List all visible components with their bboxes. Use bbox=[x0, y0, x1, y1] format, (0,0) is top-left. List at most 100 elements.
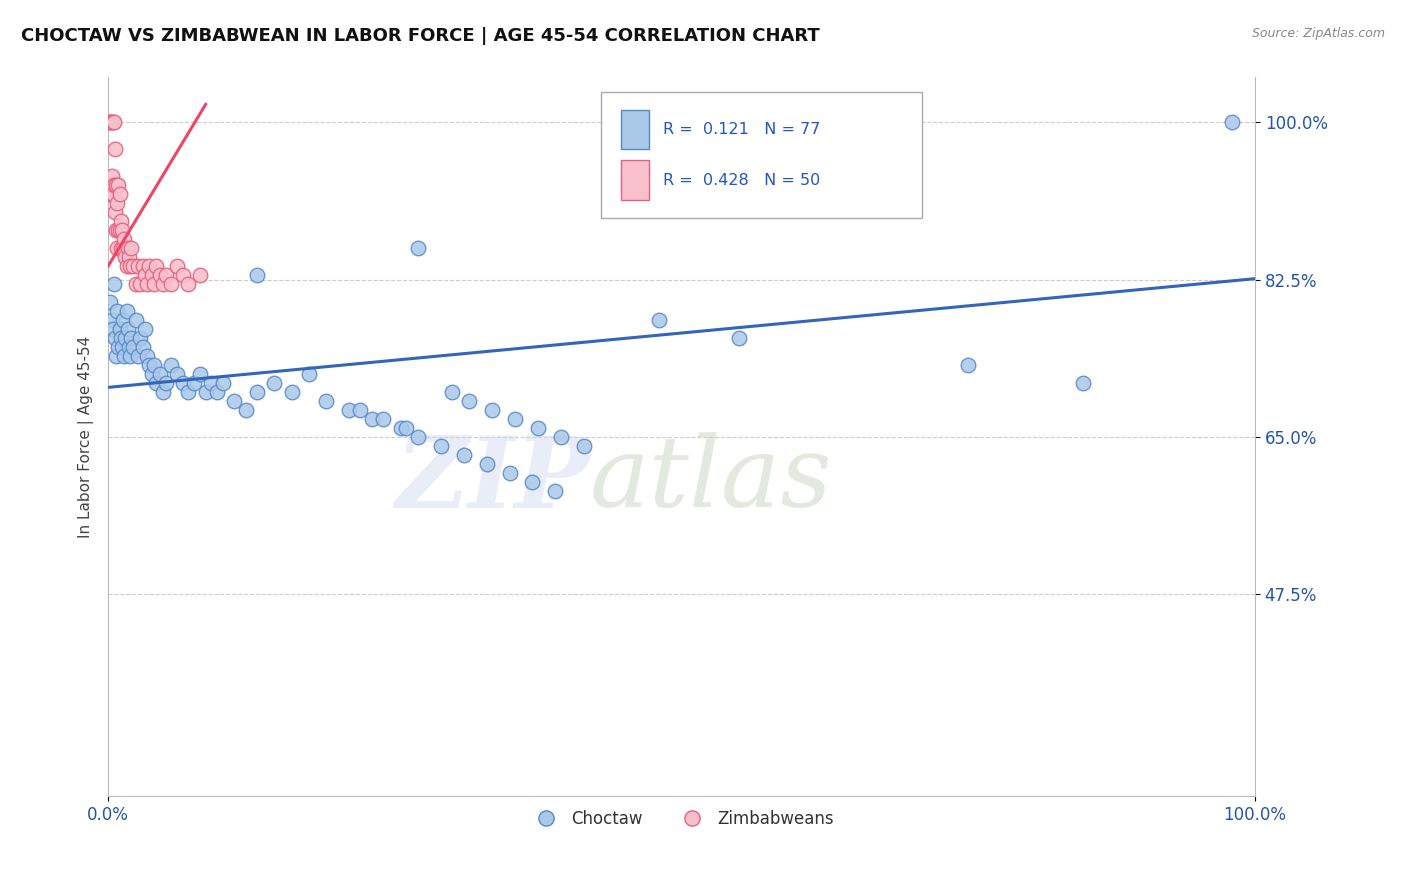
Point bbox=[177, 384, 200, 399]
Point bbox=[143, 277, 166, 291]
Point bbox=[166, 259, 188, 273]
Point bbox=[129, 277, 152, 291]
Point bbox=[172, 268, 194, 282]
Point bbox=[98, 187, 121, 202]
Point bbox=[315, 393, 337, 408]
Point bbox=[406, 241, 429, 255]
Point bbox=[105, 196, 128, 211]
Bar bbox=[621, 160, 650, 200]
Text: atlas: atlas bbox=[591, 433, 832, 527]
Point bbox=[475, 457, 498, 471]
Point bbox=[112, 349, 135, 363]
Point bbox=[105, 349, 128, 363]
Point bbox=[108, 322, 131, 336]
Point bbox=[395, 421, 418, 435]
Point bbox=[118, 349, 141, 363]
Point bbox=[110, 241, 132, 255]
Point bbox=[115, 304, 138, 318]
Point bbox=[134, 268, 156, 282]
Point bbox=[104, 331, 127, 345]
Point bbox=[527, 421, 550, 435]
Point bbox=[160, 277, 183, 291]
Point bbox=[141, 367, 163, 381]
Point bbox=[572, 439, 595, 453]
Point bbox=[498, 466, 520, 480]
Bar bbox=[621, 110, 650, 149]
Point bbox=[110, 214, 132, 228]
Point bbox=[118, 259, 141, 273]
Point bbox=[152, 277, 174, 291]
Point bbox=[104, 205, 127, 219]
Legend: Choctaw, Zimbabweans: Choctaw, Zimbabweans bbox=[523, 803, 841, 835]
Point bbox=[118, 250, 141, 264]
Point bbox=[143, 358, 166, 372]
Point bbox=[550, 430, 572, 444]
Point bbox=[114, 250, 136, 264]
Point bbox=[235, 402, 257, 417]
Point bbox=[100, 115, 122, 129]
Point bbox=[122, 340, 145, 354]
Point bbox=[112, 241, 135, 255]
Point bbox=[263, 376, 285, 390]
Text: R =  0.428   N = 50: R = 0.428 N = 50 bbox=[664, 173, 821, 187]
Point bbox=[100, 169, 122, 184]
Point bbox=[117, 241, 139, 255]
Point bbox=[957, 358, 980, 372]
Point bbox=[105, 223, 128, 237]
Point bbox=[503, 412, 526, 426]
Point bbox=[111, 223, 134, 237]
Point bbox=[194, 384, 217, 399]
Point bbox=[152, 384, 174, 399]
Point bbox=[98, 115, 121, 129]
Text: CHOCTAW VS ZIMBABWEAN IN LABOR FORCE | AGE 45-54 CORRELATION CHART: CHOCTAW VS ZIMBABWEAN IN LABOR FORCE | A… bbox=[21, 27, 820, 45]
Point bbox=[107, 340, 129, 354]
Point bbox=[389, 421, 412, 435]
Point bbox=[188, 268, 211, 282]
Point bbox=[361, 412, 384, 426]
Point bbox=[453, 448, 475, 462]
Point bbox=[105, 304, 128, 318]
Point bbox=[100, 313, 122, 327]
Point bbox=[107, 178, 129, 193]
Point bbox=[172, 376, 194, 390]
FancyBboxPatch shape bbox=[602, 92, 922, 218]
Point bbox=[298, 367, 321, 381]
Point bbox=[122, 259, 145, 273]
Point bbox=[103, 178, 125, 193]
Point bbox=[112, 232, 135, 246]
Point bbox=[136, 277, 159, 291]
Point bbox=[115, 259, 138, 273]
Text: ZIP: ZIP bbox=[395, 432, 591, 528]
Y-axis label: In Labor Force | Age 45-54: In Labor Force | Age 45-54 bbox=[79, 335, 94, 538]
Point bbox=[183, 376, 205, 390]
Point bbox=[373, 412, 395, 426]
Point bbox=[145, 259, 167, 273]
Point bbox=[111, 340, 134, 354]
Point bbox=[728, 331, 751, 345]
Point bbox=[1071, 376, 1094, 390]
Point bbox=[110, 331, 132, 345]
Point bbox=[155, 376, 177, 390]
Point bbox=[136, 349, 159, 363]
Point bbox=[205, 384, 228, 399]
Point bbox=[127, 259, 149, 273]
Point bbox=[200, 376, 222, 390]
Point bbox=[131, 259, 153, 273]
Point bbox=[1220, 115, 1243, 129]
Point bbox=[103, 115, 125, 129]
Point bbox=[108, 223, 131, 237]
Point bbox=[103, 277, 125, 291]
Point bbox=[127, 349, 149, 363]
Point bbox=[458, 393, 481, 408]
Point bbox=[107, 223, 129, 237]
Point bbox=[131, 340, 153, 354]
Point bbox=[647, 313, 669, 327]
Point bbox=[114, 331, 136, 345]
Point bbox=[120, 331, 142, 345]
Point bbox=[129, 331, 152, 345]
Point bbox=[138, 358, 160, 372]
Point bbox=[125, 277, 148, 291]
Point bbox=[177, 277, 200, 291]
Point bbox=[104, 142, 127, 156]
Point bbox=[246, 384, 269, 399]
